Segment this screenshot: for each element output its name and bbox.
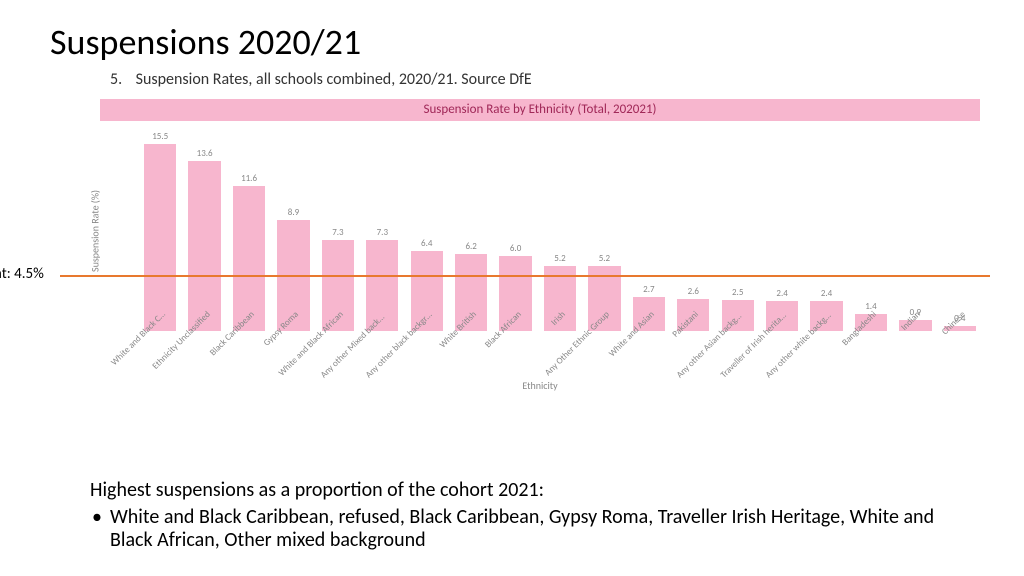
x-tick-label: Indian: [899, 309, 923, 333]
bar-value-label: 2.4: [776, 288, 787, 299]
bar-value-label: 15.5: [152, 131, 168, 142]
x-axis-labels: White and Black C…Ethnicity Unclassified…: [140, 309, 980, 379]
page-title: Suspensions 2020/21: [50, 20, 974, 64]
bar-value-label: 5.2: [554, 253, 565, 264]
y-axis-title: Suspension Rate (%): [89, 190, 102, 272]
bar-value-label: 6.4: [421, 238, 432, 249]
bar-value-label: 2.4: [821, 288, 832, 299]
bar: 7.3: [362, 131, 402, 331]
chart-caption: 5. Suspension Rates, all schools combine…: [50, 70, 974, 89]
bar: 2.7: [629, 131, 669, 331]
bar: 7.3: [318, 131, 358, 331]
x-tick-label: Irish: [549, 309, 568, 328]
bar: 5.2: [584, 131, 624, 331]
x-axis-title: Ethnicity: [100, 379, 980, 392]
bar: 6.4: [407, 131, 447, 331]
bar: 5.2: [540, 131, 580, 331]
bar-value-label: 13.6: [197, 148, 213, 159]
plot-area: Suspension Rate (%) 15.513.611.68.97.37.…: [100, 131, 980, 331]
x-tick-label: Chinese: [939, 309, 967, 337]
bar-value-label: 6.2: [465, 241, 476, 252]
bar: 2.5: [717, 131, 757, 331]
body-bullet: White and Black Caribbean, refused, Blac…: [90, 506, 974, 552]
bar-value-label: 8.9: [288, 207, 299, 218]
bar-value-label: 2.7: [643, 284, 654, 295]
bar: 0.4: [940, 131, 980, 331]
bar-rect: [188, 161, 220, 331]
body-text: Highest suspensions as a proportion of t…: [90, 478, 974, 552]
bars-container: 15.5 13.6 11.6 8.9 7.3 7.3 6.4 6.2 6.0 5.2 5.2 2.7 2…: [140, 131, 980, 331]
bar: 11.6: [229, 131, 269, 331]
bar-value-label: 11.6: [241, 173, 257, 184]
bar-rect: [144, 144, 176, 331]
bar: 15.5: [140, 131, 180, 331]
body-heading: Highest suspensions as a proportion of t…: [90, 478, 974, 502]
bar-value-label: 6.0: [510, 243, 521, 254]
bar: 0.9: [895, 131, 935, 331]
bar: 6.0: [495, 131, 535, 331]
bar: 2.4: [762, 131, 802, 331]
bar: 2.6: [673, 131, 713, 331]
bar: 6.2: [451, 131, 491, 331]
bar-value-label: 2.5: [732, 287, 743, 298]
suspension-rate-chart: Suspension Rate by Ethnicity (Total, 202…: [100, 99, 980, 399]
bar: 13.6: [184, 131, 224, 331]
reference-line: [60, 275, 990, 277]
bar-value-label: 2.6: [688, 286, 699, 297]
caption-number: 5.: [110, 70, 132, 89]
bar-value-label: 7.3: [377, 227, 388, 238]
slide: Suspensions 2020/21 5. Suspension Rates,…: [0, 0, 1024, 576]
bar-value-label: 5.2: [599, 253, 610, 264]
caption-text: Suspension Rates, all schools combined, …: [136, 70, 532, 89]
bar: 8.9: [273, 131, 313, 331]
x-tick-label: Pakistani: [670, 309, 701, 340]
chart-title-banner: Suspension Rate by Ethnicity (Total, 202…: [100, 99, 980, 121]
bar-value-label: 7.3: [332, 227, 343, 238]
bar: 1.4: [851, 131, 891, 331]
reference-line-label: Nat: 4.5%: [0, 265, 44, 283]
bar: 2.4: [806, 131, 846, 331]
